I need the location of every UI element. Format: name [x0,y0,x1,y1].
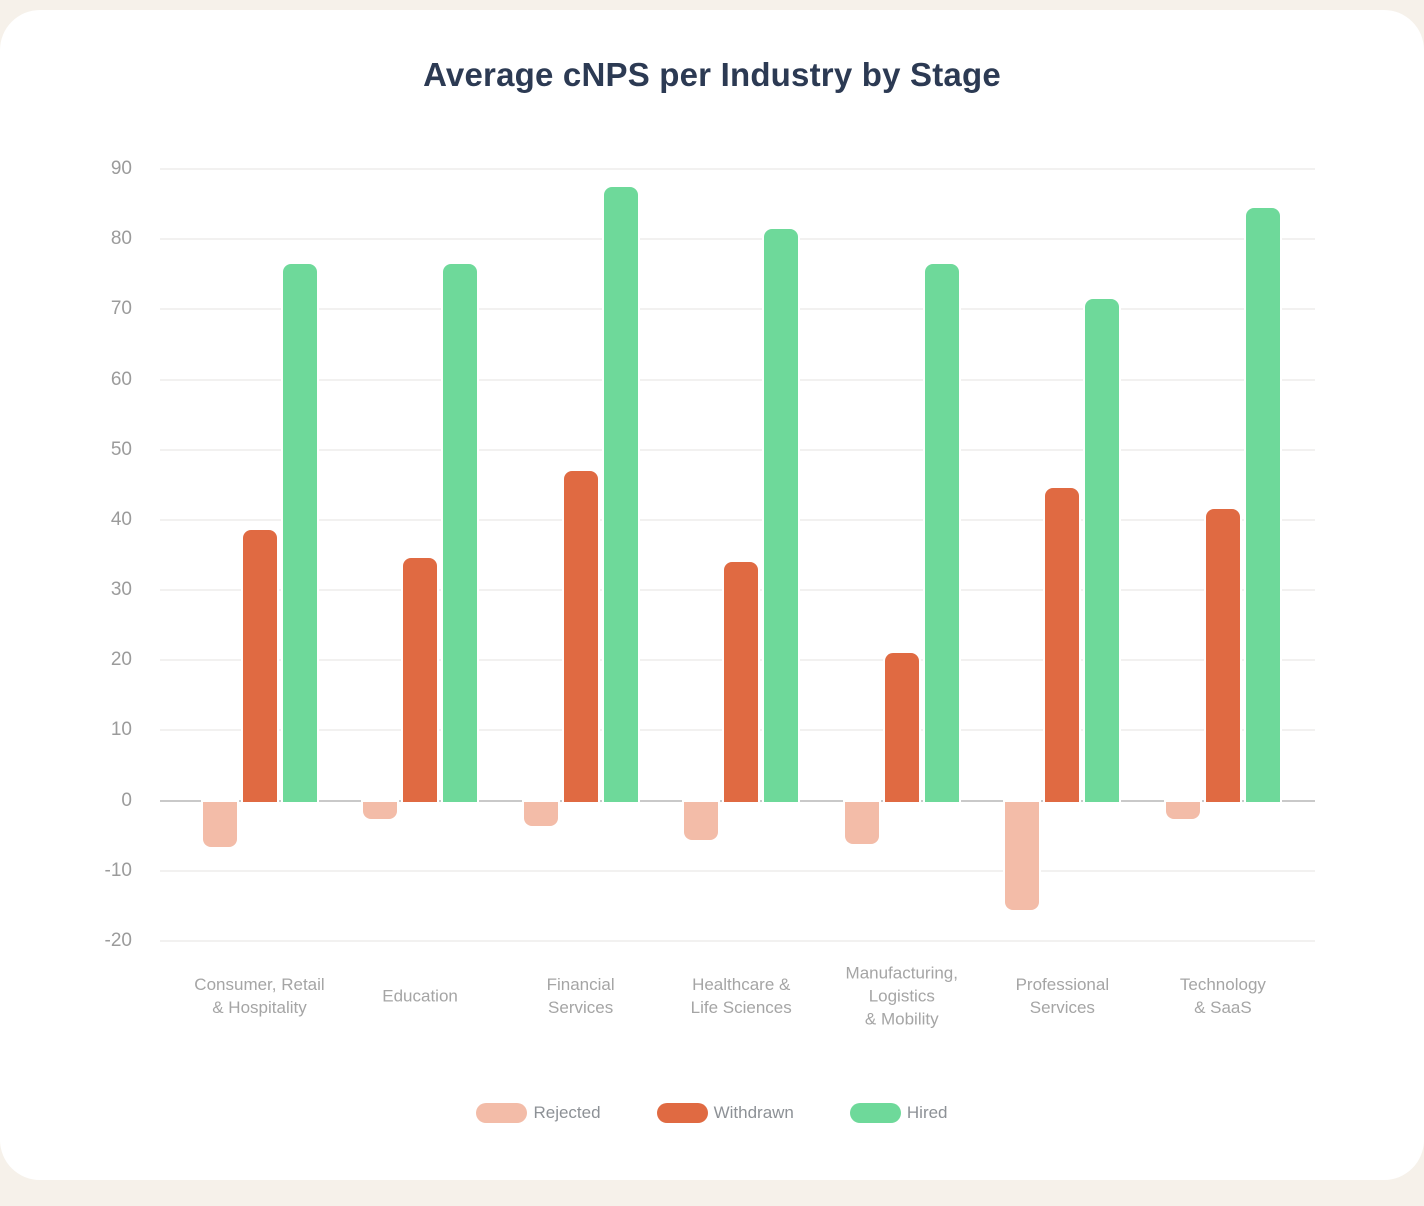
bar-hired[interactable] [603,186,638,802]
bar-hired[interactable] [764,228,799,802]
y-axis-tick-label: 50 [110,438,132,460]
gridline [160,308,1315,311]
bar-withdrawn[interactable] [884,653,919,802]
legend-item-withdrawn[interactable]: Withdrawn [656,1103,794,1123]
bar-withdrawn[interactable] [1205,509,1240,802]
y-axis-tick-label: -20 [104,929,132,951]
legend-label: Withdrawn [713,1103,794,1122]
chart-legend: Rejected Withdrawn Hired [0,1103,1424,1123]
legend-label: Rejected [533,1103,601,1122]
y-axis-tick-label: 10 [110,719,132,741]
y-axis-tick-label: 70 [110,298,132,320]
bar-rejected[interactable] [1165,801,1200,820]
y-axis-tick-label: 30 [110,579,132,601]
x-axis-category-label: Professional Services [1015,975,1110,1017]
chart-card: Average cNPS per Industry by Stage 90 80 7… [0,10,1424,1180]
y-axis-tick-label: 80 [110,228,132,250]
y-axis-tick-label: 0 [121,789,132,811]
legend-item-rejected[interactable]: Rejected [476,1103,601,1123]
x-axis-category-label: Manufacturing, Logistics & Mobility [845,963,958,1029]
x-axis-category-label: Consumer, Retail & Hospitality [194,975,325,1017]
bar-hired[interactable] [443,263,478,802]
y-axis-tick-label: -10 [104,859,132,881]
legend-item-hired[interactable]: Hired [849,1103,948,1123]
bar-hired[interactable] [1245,207,1280,802]
bar-hired[interactable] [924,263,959,802]
bar-rejected[interactable] [1005,801,1040,911]
bar-withdrawn[interactable] [724,561,759,802]
gridline [160,378,1315,381]
legend-swatch-icon [656,1103,708,1123]
gridline [160,939,1315,942]
legend-swatch-icon [476,1103,528,1123]
bar-withdrawn[interactable] [403,558,438,802]
bar-rejected[interactable] [202,801,237,848]
x-axis-category-label: Financial Services [546,975,615,1017]
x-axis-category-label: Education [382,986,458,1006]
gridline [160,238,1315,241]
gridline [160,518,1315,521]
bar-rejected[interactable] [844,801,879,844]
y-axis-tick-label: 90 [110,157,132,179]
chart-title: Average cNPS per Industry by Stage [423,56,1001,93]
gridline [160,869,1315,872]
plot-area: 90 80 70 60 50 40 30 20 10 0 -10 -20 Consumer, Retai… [0,10,1424,1180]
legend-swatch-icon [849,1103,901,1123]
bar-withdrawn[interactable] [1045,488,1080,802]
bar-rejected[interactable] [523,801,558,827]
y-axis-tick-label: 40 [110,508,132,530]
bar-hired[interactable] [282,263,317,802]
bar-withdrawn[interactable] [563,470,598,802]
y-axis-tick-label: 20 [110,649,132,671]
y-axis-tick-label: 60 [110,368,132,390]
gridline [160,448,1315,451]
x-axis-category-label: Healthcare & Life Sciences [690,975,792,1017]
bar-rejected[interactable] [684,801,719,841]
legend-label: Hired [906,1103,948,1122]
bar-withdrawn[interactable] [242,530,277,802]
bar-hired[interactable] [1085,298,1120,802]
x-axis-category-label: Technology & SaaS [1179,975,1266,1017]
bar-rejected[interactable] [363,801,398,820]
gridline [160,167,1315,170]
